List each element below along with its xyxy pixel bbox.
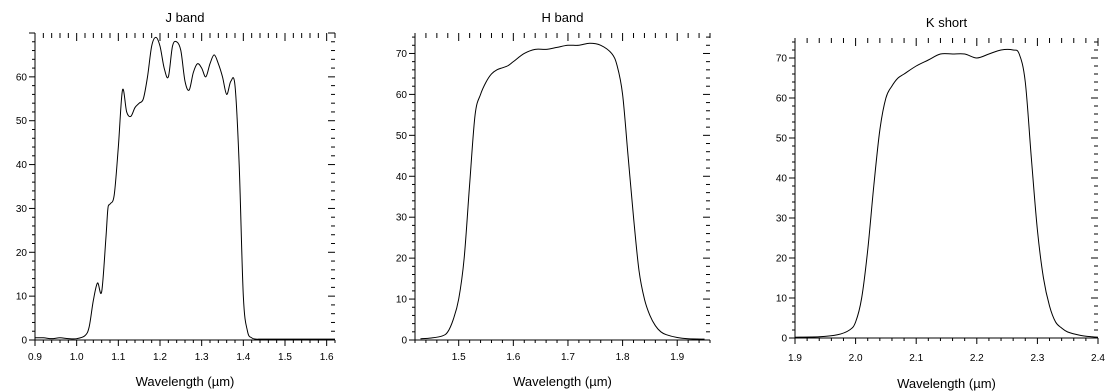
y-tick-label: 60 bbox=[16, 72, 28, 83]
x-tick-label: 1.1 bbox=[111, 352, 125, 363]
y-tick-label: 60 bbox=[776, 94, 788, 105]
x-tick-label: 2.4 bbox=[1091, 353, 1105, 364]
x-tick-label: 1.3 bbox=[195, 352, 209, 363]
x-axis-label: Wavelength (µm) bbox=[897, 376, 996, 391]
x-tick-label: 1.9 bbox=[670, 352, 684, 363]
chart-title: J band bbox=[165, 10, 204, 25]
y-tick-label: 10 bbox=[776, 294, 788, 305]
x-axis-label: Wavelength (µm) bbox=[136, 374, 235, 389]
x-tick-label: 1.2 bbox=[153, 352, 167, 363]
x-tick-label: 1.5 bbox=[452, 352, 466, 363]
y-tick-label: 20 bbox=[16, 248, 28, 259]
chart-panel: J band 0.9 1.0 1.1 1.2 1.3 1.4 1.5 1.6 0 10 20 30 40 5… bbox=[16, 10, 336, 389]
chart-title: K short bbox=[926, 15, 968, 30]
x-tick-label: 1.8 bbox=[616, 352, 630, 363]
y-tick-label: 50 bbox=[16, 116, 28, 127]
transmission-curve bbox=[794, 48, 1099, 338]
x-axis-label: Wavelength (µm) bbox=[513, 374, 612, 389]
y-tick-label: 70 bbox=[776, 54, 788, 65]
transmission-curve bbox=[34, 36, 335, 340]
y-tick-label: 30 bbox=[776, 214, 788, 225]
x-tick-label: 0.9 bbox=[28, 352, 42, 363]
y-tick-label: 20 bbox=[396, 254, 408, 265]
y-tick-label: 50 bbox=[776, 134, 788, 145]
x-tick-label: 1.4 bbox=[236, 352, 250, 363]
x-tick-label: 2.0 bbox=[849, 353, 863, 364]
y-tick-label: 70 bbox=[396, 49, 408, 60]
x-tick-label: 1.7 bbox=[561, 352, 575, 363]
y-tick-label: 50 bbox=[396, 131, 408, 142]
y-tick-label: 30 bbox=[16, 204, 28, 215]
y-tick-label: 40 bbox=[16, 160, 28, 171]
transmission-curve bbox=[420, 42, 705, 340]
x-tick-label: 2.1 bbox=[909, 353, 923, 364]
chart-panel: H band 1.5 1.6 1.7 1.8 1.9 0 10 20 30 40 50 60 70 Wave… bbox=[396, 10, 711, 389]
y-tick-label: 40 bbox=[776, 174, 788, 185]
x-tick-label: 1.6 bbox=[506, 352, 520, 363]
y-tick-label: 30 bbox=[396, 213, 408, 224]
x-tick-label: 1.9 bbox=[788, 353, 802, 364]
x-tick-label: 1.5 bbox=[278, 352, 292, 363]
y-tick-label: 10 bbox=[16, 292, 28, 303]
chart-title: H band bbox=[542, 10, 584, 25]
y-tick-label: 0 bbox=[401, 336, 407, 347]
y-tick-label: 20 bbox=[776, 254, 788, 265]
x-tick-label: 2.3 bbox=[1030, 353, 1044, 364]
x-tick-label: 2.2 bbox=[970, 353, 984, 364]
chart-panel: K short 1.9 2.0 2.1 2.2 2.3 2.4 0 10 20 30 40 50 60 70… bbox=[776, 15, 1106, 391]
y-tick-label: 0 bbox=[21, 336, 27, 347]
x-tick-label: 1.0 bbox=[70, 352, 84, 363]
y-tick-label: 60 bbox=[396, 90, 408, 101]
y-tick-label: 0 bbox=[781, 334, 787, 345]
x-tick-label: 1.6 bbox=[320, 352, 334, 363]
y-tick-label: 10 bbox=[396, 295, 408, 306]
y-tick-label: 40 bbox=[396, 172, 408, 183]
